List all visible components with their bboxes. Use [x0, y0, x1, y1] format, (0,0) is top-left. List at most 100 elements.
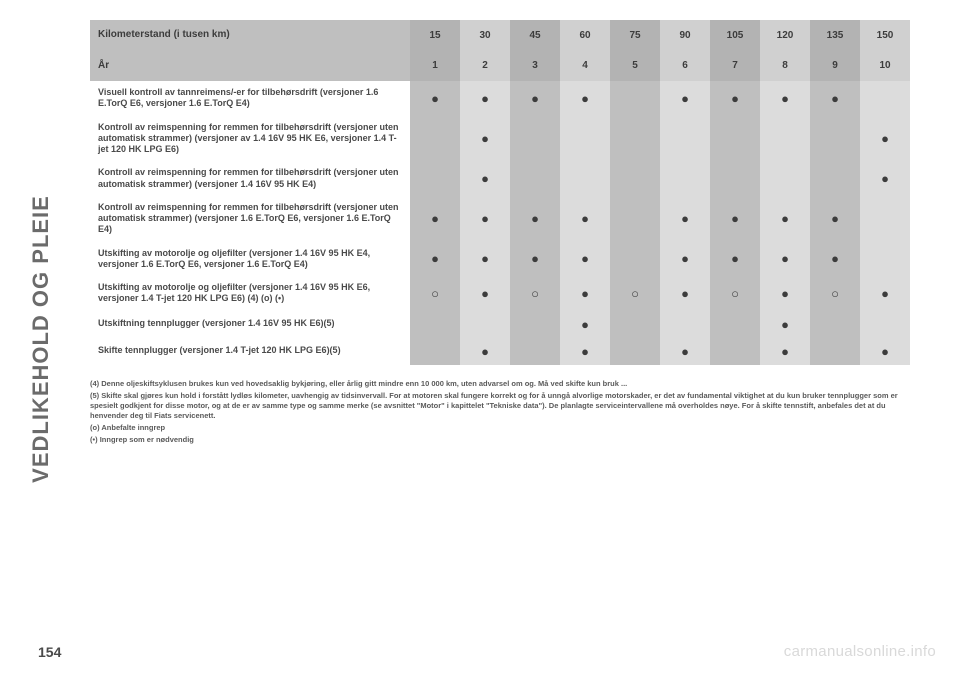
dot-icon: [831, 211, 839, 226]
table-row: Visuell kontroll av tannreimens/-er for …: [90, 81, 910, 116]
header-value: 90: [660, 20, 710, 51]
row-mark: [460, 116, 510, 162]
dot-icon: [531, 211, 539, 226]
row-mark: [460, 276, 510, 311]
table-header-row: Kilometerstand (i tusen km)1530456075901…: [90, 20, 910, 51]
row-mark: [510, 116, 560, 162]
table-row: Skifte tennplugger (versjoner 1.4 T-jet …: [90, 338, 910, 365]
row-desc: Kontroll av reimspenning for remmen for …: [90, 116, 410, 162]
dot-icon: [681, 251, 689, 266]
table-head: Kilometerstand (i tusen km)1530456075901…: [90, 20, 910, 81]
row-mark: [510, 196, 560, 242]
header-value: 150: [860, 20, 910, 51]
header-value: 30: [460, 20, 510, 51]
row-mark: [560, 311, 610, 338]
row-desc: Kontroll av reimspenning for remmen for …: [90, 196, 410, 242]
section-label: VEDLIKEHOLD OG PLEIE: [28, 195, 54, 483]
row-desc: Skifte tennplugger (versjoner 1.4 T-jet …: [90, 338, 410, 365]
dot-icon: [581, 317, 589, 332]
ring-icon: [831, 286, 839, 301]
row-mark: [810, 116, 860, 162]
row-mark: [760, 276, 810, 311]
row-mark: [710, 276, 760, 311]
footnote-line: (o) Anbefalte inngrep: [90, 423, 910, 433]
dot-icon: [731, 91, 739, 106]
header-value: 45: [510, 20, 560, 51]
row-mark: [710, 196, 760, 242]
dot-icon: [431, 211, 439, 226]
row-mark: [560, 116, 610, 162]
dot-icon: [431, 91, 439, 106]
row-desc: Visuell kontroll av tannreimens/-er for …: [90, 81, 410, 116]
dot-icon: [881, 131, 889, 146]
dot-icon: [581, 211, 589, 226]
row-mark: [660, 116, 710, 162]
maintenance-table: Kilometerstand (i tusen km)1530456075901…: [90, 20, 910, 365]
row-mark: [860, 276, 910, 311]
dot-icon: [481, 171, 489, 186]
row-mark: [660, 276, 710, 311]
row-desc: Kontroll av reimspenning for remmen for …: [90, 161, 410, 196]
row-mark: [760, 161, 810, 196]
row-mark: [560, 338, 610, 365]
dot-icon: [831, 91, 839, 106]
row-mark: [560, 242, 610, 277]
dot-icon: [881, 171, 889, 186]
header-value: 4: [560, 51, 610, 82]
row-mark: [410, 116, 460, 162]
row-mark: [510, 242, 560, 277]
row-mark: [860, 242, 910, 277]
row-mark: [560, 276, 610, 311]
row-mark: [610, 311, 660, 338]
row-mark: [510, 81, 560, 116]
row-mark: [710, 311, 760, 338]
row-mark: [460, 81, 510, 116]
dot-icon: [581, 251, 589, 266]
row-mark: [610, 242, 660, 277]
ring-icon: [531, 286, 539, 301]
table-body: Visuell kontroll av tannreimens/-er for …: [90, 81, 910, 365]
row-mark: [410, 81, 460, 116]
header-value: 9: [810, 51, 860, 82]
dot-icon: [431, 251, 439, 266]
dot-icon: [481, 211, 489, 226]
dot-icon: [481, 344, 489, 359]
row-mark: [810, 276, 860, 311]
header-value: 8: [760, 51, 810, 82]
row-mark: [460, 338, 510, 365]
row-mark: [610, 338, 660, 365]
row-mark: [410, 311, 460, 338]
dot-icon: [681, 286, 689, 301]
row-mark: [460, 196, 510, 242]
ring-icon: [631, 286, 639, 301]
row-mark: [710, 242, 760, 277]
dot-icon: [781, 286, 789, 301]
table-row: Utskifting av motorolje og oljefilter (v…: [90, 276, 910, 311]
row-mark: [560, 81, 610, 116]
dot-icon: [581, 344, 589, 359]
page-content: Kilometerstand (i tusen km)1530456075901…: [90, 20, 910, 447]
row-mark: [860, 338, 910, 365]
row-mark: [610, 196, 660, 242]
row-mark: [660, 81, 710, 116]
header-desc: Kilometerstand (i tusen km): [90, 20, 410, 51]
dot-icon: [531, 251, 539, 266]
row-mark: [860, 196, 910, 242]
row-mark: [510, 161, 560, 196]
row-mark: [760, 311, 810, 338]
header-value: 135: [810, 20, 860, 51]
row-mark: [860, 161, 910, 196]
table-row: Utskifting av motorolje og oljefilter (v…: [90, 242, 910, 277]
row-mark: [410, 276, 460, 311]
dot-icon: [481, 251, 489, 266]
header-value: 1: [410, 51, 460, 82]
footnote-line: (5) Skifte skal gjøres kun hold i forstå…: [90, 391, 910, 421]
row-mark: [510, 311, 560, 338]
dot-icon: [481, 131, 489, 146]
dot-icon: [781, 251, 789, 266]
row-mark: [610, 276, 660, 311]
dot-icon: [731, 251, 739, 266]
row-mark: [460, 311, 510, 338]
row-mark: [660, 311, 710, 338]
header-value: 7: [710, 51, 760, 82]
